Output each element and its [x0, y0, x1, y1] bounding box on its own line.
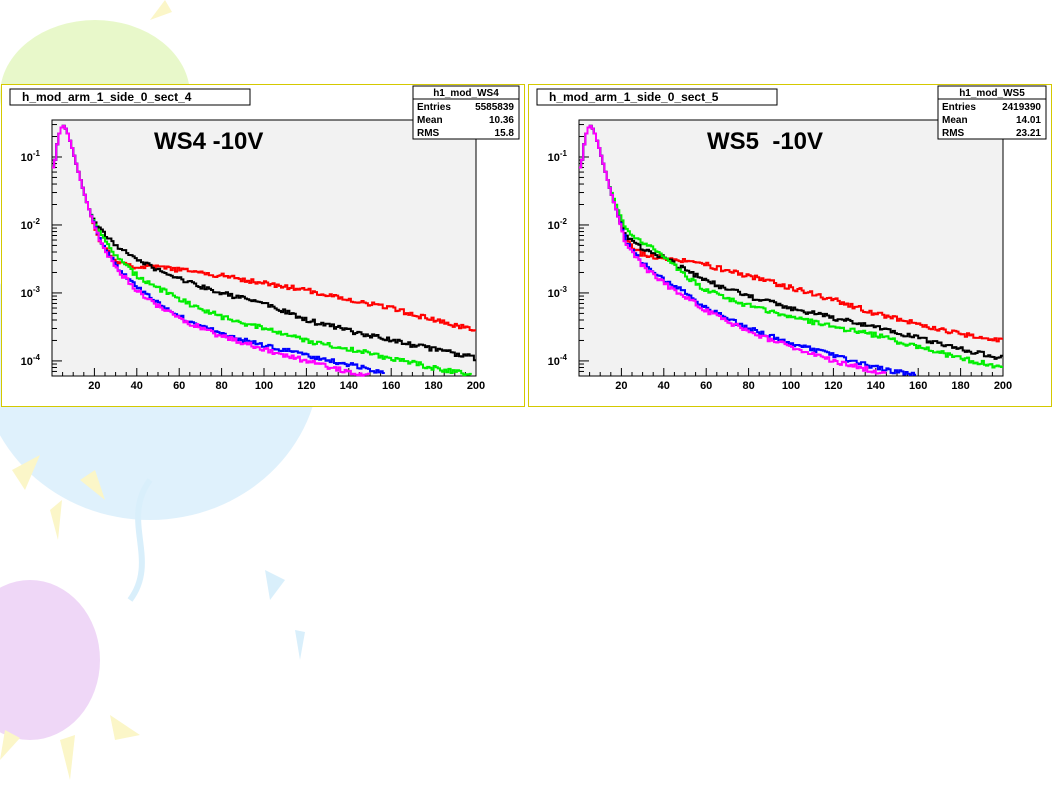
stats-value-mean: 10.36 [489, 115, 514, 126]
histogram-panel-ws5: 20 40 60 80 100 120 140 160 180 200 10-1 10-2 10-3 10… [528, 84, 1052, 407]
x-tick-label: 20 [615, 380, 627, 392]
sun-ray-icon [295, 630, 305, 660]
sun-ray-icon [50, 500, 62, 540]
histogram-panel-ws4: 20 40 60 80 100 120 140 160 180 200 10-1 10-2 10-3 10… [1, 84, 525, 407]
x-tick-label: 160 [909, 380, 927, 392]
sun-ray-icon [0, 730, 20, 760]
stats-name: h1_mod_WS4 [433, 88, 499, 99]
y-tick-label: 10-2 [548, 217, 568, 232]
x-tick-label: 80 [742, 380, 754, 392]
x-tick-label: 200 [994, 380, 1012, 392]
series-layer [579, 124, 1003, 376]
x-tick-label: 40 [658, 380, 670, 392]
y-tick-label: 10-3 [548, 285, 568, 300]
stats-label-rms: RMS [942, 128, 965, 139]
x-tick-label: 60 [173, 380, 185, 392]
series-line-0 [579, 124, 1003, 343]
x-tick-label: 180 [424, 380, 442, 392]
series-line-4 [52, 124, 370, 377]
y-tick-label: 10-3 [21, 285, 41, 300]
plot-frame [51, 119, 477, 377]
x-tick-label: 20 [88, 380, 100, 392]
stats-value-mean: 14.01 [1016, 115, 1041, 126]
series-line-2 [579, 124, 1003, 369]
stats-label-entries: Entries [942, 102, 976, 113]
sun-ray-icon [110, 715, 140, 740]
stats-box: h1_mod_WS5 Entries 2419390 Mean 14.01 RM… [937, 85, 1047, 140]
tick-layer: 20 40 60 80 100 120 140 160 180 200 10-1 10-2 10-3 10… [548, 124, 1012, 392]
y-tick-label: 10-4 [548, 353, 568, 368]
x-tick-label: 140 [867, 380, 885, 392]
x-tick-label: 100 [255, 380, 273, 392]
y-tick-label: 10-4 [21, 353, 41, 368]
series-line-1 [579, 124, 1003, 360]
chart-ws5: 20 40 60 80 100 120 140 160 180 200 10-1 10-2 10-3 10… [536, 85, 1047, 392]
x-tick-label: 120 [824, 380, 842, 392]
balloon-string-icon [127, 478, 153, 602]
stats-value-rms: 23.21 [1016, 128, 1041, 139]
chart-annotation: WS4 -10V [154, 128, 263, 155]
sun-ray-icon [150, 0, 172, 20]
x-tick-label: 80 [215, 380, 227, 392]
sun-ray-icon [265, 570, 285, 600]
balloon-purple-icon [0, 580, 100, 740]
series-layer [52, 124, 476, 377]
x-tick-label: 40 [131, 380, 143, 392]
plot-frame [578, 119, 1004, 377]
x-tick-label: 60 [700, 380, 712, 392]
x-tick-label: 200 [467, 380, 485, 392]
chart-title: h_mod_arm_1_side_0_sect_5 [549, 90, 719, 104]
stats-label-mean: Mean [417, 115, 443, 126]
series-line-1 [52, 124, 476, 362]
stats-box: h1_mod_WS4 Entries 5585839 Mean 10.36 RM… [412, 85, 520, 140]
title-box [9, 88, 251, 106]
chart-ws4: 20 40 60 80 100 120 140 160 180 200 10-1 10-2 10-3 10… [9, 85, 520, 392]
y-tick-label: 10-1 [21, 149, 41, 164]
y-tick-label: 10-2 [21, 217, 41, 232]
tick-layer: 20 40 60 80 100 120 140 160 180 200 10-1 10-2 10-3 10… [21, 124, 485, 392]
sun-ray-icon [80, 470, 105, 500]
sun-ray-icon [12, 455, 40, 490]
stats-value-entries: 5585839 [475, 102, 514, 113]
x-tick-label: 140 [340, 380, 358, 392]
x-tick-label: 100 [782, 380, 800, 392]
stats-label-mean: Mean [942, 115, 968, 126]
stats-name: h1_mod_WS5 [959, 88, 1025, 99]
stats-value-rms: 15.8 [495, 128, 515, 139]
sun-ray-icon [60, 735, 75, 780]
x-tick-label: 120 [297, 380, 315, 392]
chart-annotation: WS5 -10V [707, 128, 823, 155]
stats-label-entries: Entries [417, 102, 451, 113]
stats-label-rms: RMS [417, 128, 440, 139]
series-line-2 [52, 124, 472, 377]
y-tick-label: 10-1 [548, 149, 568, 164]
stats-value-entries: 2419390 [1002, 102, 1041, 113]
x-tick-label: 180 [951, 380, 969, 392]
chart-title: h_mod_arm_1_side_0_sect_4 [22, 90, 192, 104]
series-line-4 [579, 124, 887, 375]
x-tick-label: 160 [382, 380, 400, 392]
title-box [536, 88, 778, 106]
